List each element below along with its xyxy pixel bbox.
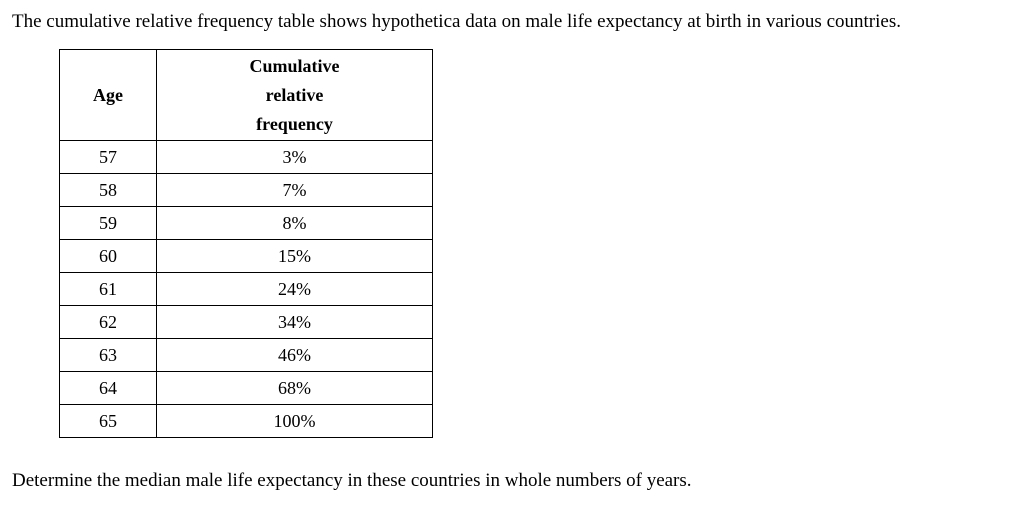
age-cell: 61: [59, 272, 157, 306]
crf-cell: 8%: [156, 206, 433, 240]
table-row: 60 15%: [59, 239, 433, 273]
table-row: 61 24%: [59, 272, 433, 306]
crf-cell: 46%: [156, 338, 433, 372]
age-cell: 57: [59, 140, 157, 174]
age-cell: 64: [59, 371, 157, 405]
header-line-3: frequency: [256, 113, 333, 134]
header-line-1: Cumulative: [249, 55, 340, 76]
table-row: 62 34%: [59, 305, 433, 339]
age-cell: 63: [59, 338, 157, 372]
header-age: Age: [59, 49, 157, 141]
crf-cell: 68%: [156, 371, 433, 405]
table-row: 65 100%: [59, 404, 433, 438]
question-text: Determine the median male life expectanc…: [12, 470, 692, 491]
table-row: 63 46%: [59, 338, 433, 372]
crf-cell: 34%: [156, 305, 433, 339]
table-header-row: Age Cumulative relative frequency: [59, 49, 433, 141]
crf-cell: 7%: [156, 173, 433, 207]
age-cell: 58: [59, 173, 157, 207]
header-cumulative-relative-frequency: Cumulative relative frequency: [156, 49, 433, 141]
table-row: 64 68%: [59, 371, 433, 405]
intro-text: The cumulative relative frequency table …: [12, 11, 901, 32]
crf-cell: 3%: [156, 140, 433, 174]
age-cell: 62: [59, 305, 157, 339]
age-cell: 65: [59, 404, 157, 438]
crf-cell: 15%: [156, 239, 433, 273]
age-cell: 59: [59, 206, 157, 240]
table-row: 57 3%: [59, 140, 433, 174]
crf-cell: 24%: [156, 272, 433, 306]
table-row: 58 7%: [59, 173, 433, 207]
table-row: 59 8%: [59, 206, 433, 240]
age-cell: 60: [59, 239, 157, 273]
crf-cell: 100%: [156, 404, 433, 438]
cumulative-frequency-table: Age Cumulative relative frequency 57 3% …: [59, 49, 433, 438]
header-line-2: relative: [265, 84, 324, 105]
